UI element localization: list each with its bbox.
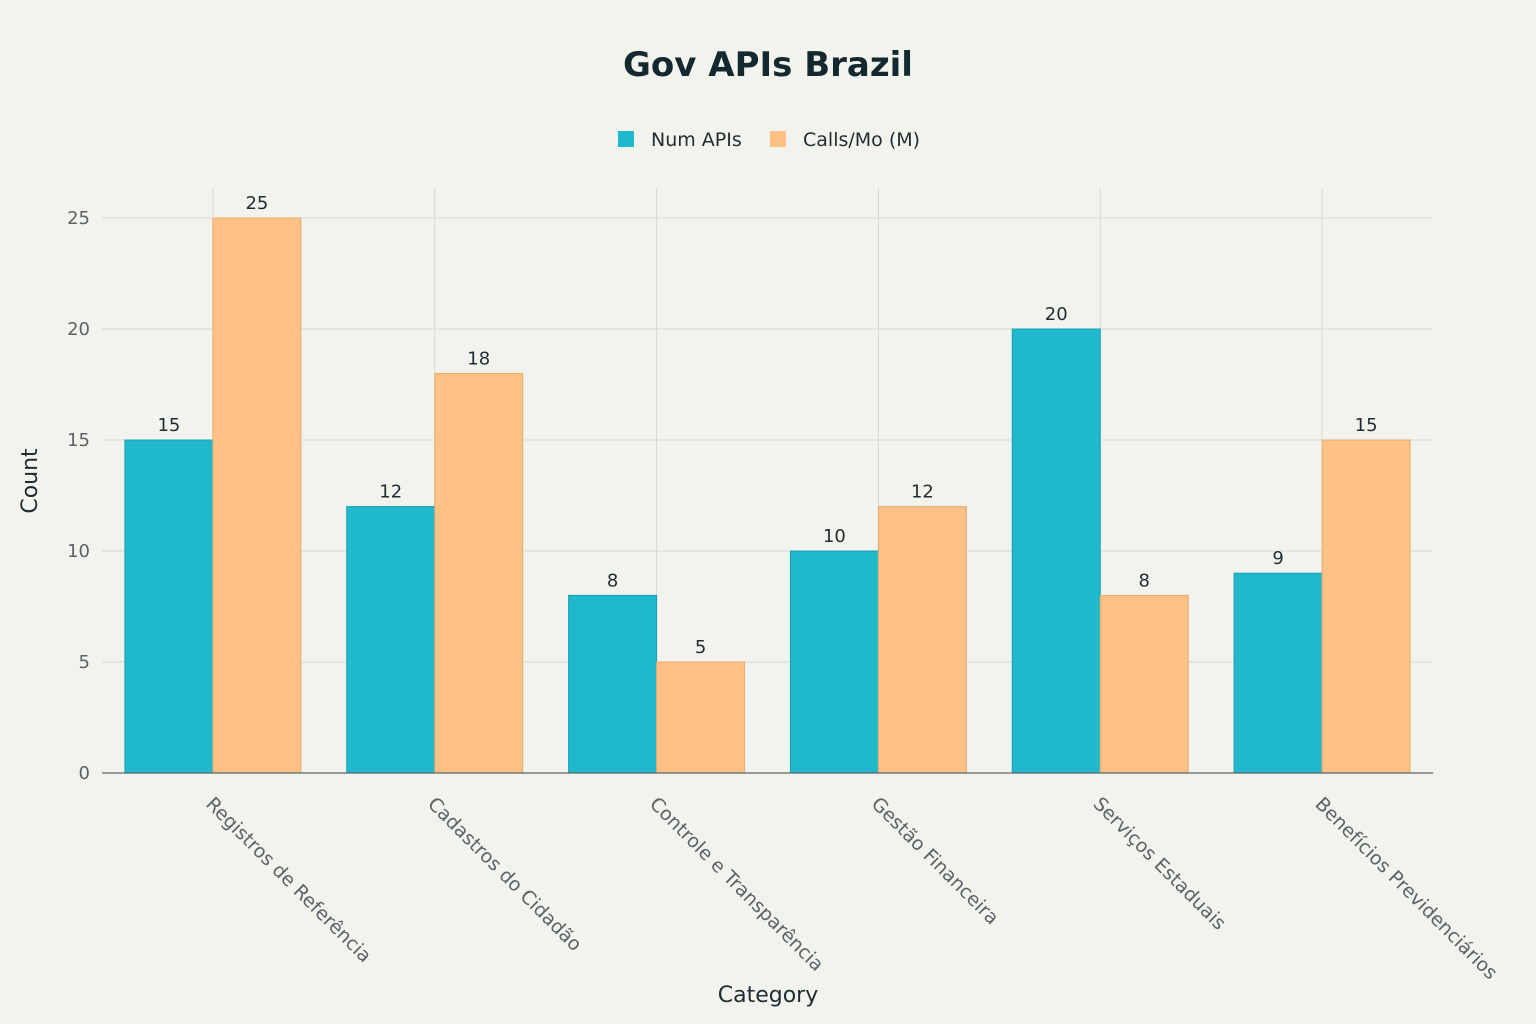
- data-label: 12: [911, 482, 934, 503]
- bar-calls-per-month[interactable]: [434, 372, 524, 774]
- x-tick-label: Cadastros do Cidadão: [423, 793, 586, 956]
- bar-num-apis[interactable]: [346, 506, 436, 774]
- data-label: 10: [823, 526, 846, 547]
- bar-num-apis[interactable]: [1011, 328, 1101, 774]
- data-label: 5: [695, 637, 706, 658]
- x-tick-label: Serviços Estaduais: [1089, 793, 1230, 934]
- data-label: 8: [607, 570, 618, 591]
- legend-swatch: [770, 131, 786, 147]
- x-axis-title: Category: [718, 983, 819, 1008]
- x-axis-ticks: Registros de Referência Cadastros do Cida…: [201, 793, 1501, 984]
- data-label: 12: [379, 482, 402, 503]
- bar-num-apis[interactable]: [124, 439, 214, 774]
- legend-label[interactable]: Num APIs: [651, 129, 742, 151]
- y-axis-title: Count: [18, 448, 43, 514]
- y-tick-label: 0: [79, 763, 90, 784]
- legend-label[interactable]: Calls/Mo (M): [803, 129, 920, 151]
- bar-calls-per-month[interactable]: [1321, 439, 1411, 774]
- data-label: 18: [467, 348, 490, 369]
- data-label: 8: [1139, 570, 1150, 591]
- bar-calls-per-month[interactable]: [212, 217, 302, 774]
- bar-calls-per-month[interactable]: [1099, 594, 1189, 774]
- legend-swatch: [618, 131, 634, 147]
- bar-num-apis[interactable]: [1233, 572, 1323, 774]
- x-tick-label: Controle e Transparência: [645, 793, 828, 976]
- data-label: 20: [1045, 304, 1068, 325]
- bar-num-apis[interactable]: [789, 550, 879, 774]
- bar-calls-per-month[interactable]: [877, 506, 967, 774]
- y-tick-label: 5: [79, 652, 90, 673]
- bar-calls-per-month[interactable]: [656, 661, 746, 774]
- bar-num-apis[interactable]: [568, 594, 658, 774]
- x-tick-label: Benefícios Previdenciários: [1311, 793, 1502, 984]
- x-tick-label: Gestão Financeira: [867, 793, 1003, 929]
- chart-title: Gov APIs Brazil: [623, 45, 913, 85]
- data-label: 9: [1272, 548, 1283, 569]
- bars: 15 25 12 18 8 5 10 12 20 8 9 15: [124, 193, 1411, 774]
- y-tick-label: 25: [67, 208, 90, 229]
- y-tick-label: 20: [67, 319, 90, 340]
- data-label: 15: [1355, 415, 1378, 436]
- y-axis-ticks: 0 5 10 15 20 25: [67, 208, 90, 784]
- x-tick-label: Registros de Referência: [201, 793, 375, 967]
- y-tick-label: 10: [67, 541, 90, 562]
- data-label: 25: [245, 193, 268, 214]
- gridlines: [102, 188, 1433, 773]
- legend: Num APIs Calls/Mo (M): [618, 129, 920, 151]
- y-tick-label: 15: [67, 430, 90, 451]
- data-label: 15: [157, 415, 180, 436]
